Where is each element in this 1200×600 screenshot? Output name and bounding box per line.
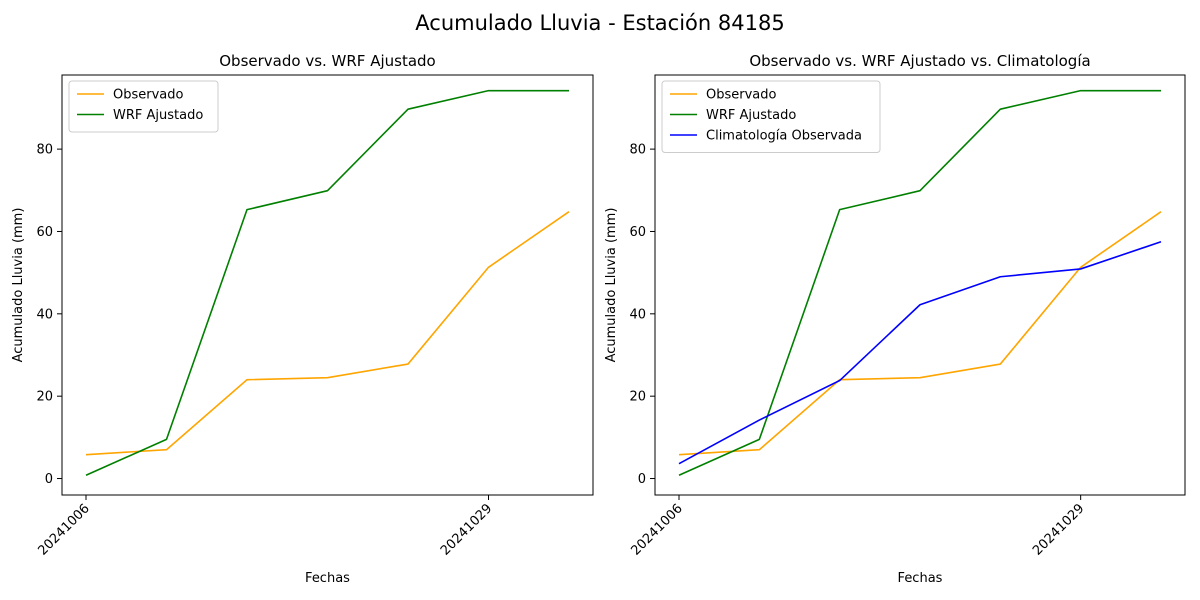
legend-label: Climatología Observada xyxy=(706,129,862,144)
x-tick-label: 20241006 xyxy=(35,501,92,558)
y-tick-label: 60 xyxy=(629,225,646,240)
y-tick-label: 0 xyxy=(45,472,53,487)
series-line-1 xyxy=(85,211,570,456)
y-tick-label: 40 xyxy=(629,307,646,322)
y-tick-label: 0 xyxy=(638,472,646,487)
y-tick-label: 20 xyxy=(629,390,646,405)
plot-area-frame xyxy=(61,74,594,496)
figure-suptitle: Acumulado Lluvia - Estación 84185 xyxy=(415,11,784,35)
legend-box xyxy=(661,80,881,153)
series-line-3 xyxy=(678,241,1162,465)
y-tick-label: 40 xyxy=(36,307,53,322)
series-line-2 xyxy=(678,89,1161,476)
y-tick-label: 80 xyxy=(36,143,53,158)
x-axis-label: Fechas xyxy=(898,571,943,586)
x-tick-label: 20241029 xyxy=(438,501,495,558)
x-tick-label: 20241029 xyxy=(1030,501,1087,558)
x-axis-label: Fechas xyxy=(305,571,350,586)
chart-panel-2: Observado vs. WRF Ajustado vs. Climatolo… xyxy=(604,52,1186,586)
plot-area-frame xyxy=(654,74,1186,496)
legend-label: WRF Ajustado xyxy=(706,108,796,123)
series-line-1 xyxy=(678,211,1162,456)
legend-label: WRF Ajustado xyxy=(113,108,203,123)
x-tick-label: 20241006 xyxy=(628,501,685,558)
chart-panel-1: Observado vs. WRF Ajustado 0 20 40 60 80 20241… xyxy=(11,52,594,586)
y-axis-label: Acumulado Lluvia (mm) xyxy=(11,208,26,363)
legend-label: Observado xyxy=(706,88,777,103)
y-axis-label: Acumulado Lluvia (mm) xyxy=(604,208,619,363)
y-tick-label: 20 xyxy=(36,390,53,405)
legend-label: Observado xyxy=(113,88,184,103)
chart-title: Observado vs. WRF Ajustado xyxy=(219,52,435,70)
chart-title: Observado vs. WRF Ajustado vs. Climatolo… xyxy=(749,52,1090,70)
series-line-2 xyxy=(85,89,569,476)
y-tick-label: 60 xyxy=(36,225,53,240)
legend-box xyxy=(68,80,219,133)
y-tick-label: 80 xyxy=(629,143,646,158)
